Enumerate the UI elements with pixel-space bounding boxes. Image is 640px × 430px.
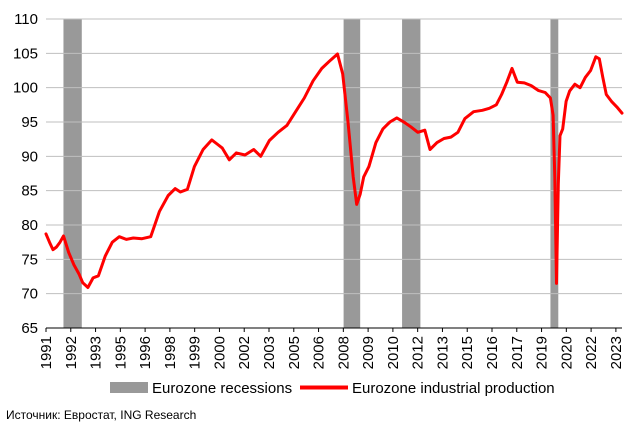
y-tick-label: 75	[21, 251, 38, 268]
x-tick-label: 2013	[434, 336, 451, 369]
x-tick-label: 1992	[63, 336, 80, 369]
legend: Eurozone recessions Eurozone industrial …	[110, 380, 555, 397]
x-tick-label: 1995	[112, 336, 129, 369]
y-tick-label: 110	[14, 11, 38, 28]
y-tick-label: 90	[21, 148, 38, 165]
x-tick-label: 1991	[38, 336, 55, 369]
x-tick-label: 1993	[88, 336, 105, 369]
x-tick-label: 2003	[261, 336, 278, 369]
x-tick-label: 2005	[286, 336, 303, 369]
recession-band	[402, 19, 421, 328]
y-tick-label: 70	[21, 286, 38, 303]
series-line-industrial-production	[44, 52, 624, 289]
x-tick-label: 2009	[360, 336, 377, 369]
series-lines	[44, 52, 624, 289]
recession-bands	[63, 19, 559, 328]
legend-label-production: Eurozone industrial production	[352, 380, 555, 397]
legend-label-recessions: Eurozone recessions	[152, 380, 292, 397]
y-tick-label: 85	[21, 183, 38, 200]
x-tick-label: 2008	[335, 336, 352, 369]
x-tick-label: 2019	[534, 336, 551, 369]
x-tick-label: 2010	[385, 336, 402, 369]
y-axis: 65 70 75 80 85 90 95 100 105 110	[13, 11, 38, 337]
x-tick-label: 2020	[558, 336, 575, 369]
x-tick-label: 2000	[211, 336, 228, 369]
legend-swatch-recessions	[110, 382, 148, 393]
gridlines	[46, 18, 622, 329]
x-tick-label: 2022	[583, 336, 600, 369]
y-tick-label: 95	[21, 114, 38, 131]
recession-band	[63, 19, 82, 328]
x-tick-label: 2015	[459, 336, 476, 369]
source-note: Источник: Евростат, ING Research	[6, 408, 197, 422]
y-tick-label: 65	[21, 320, 38, 337]
x-tick-label: 2017	[509, 336, 526, 369]
x-tick-label: 2002	[236, 336, 253, 369]
x-axis: 1991 1992 1993 1995 1996 1998 1999 2000 2002 2003…	[38, 328, 625, 369]
y-tick-label: 105	[13, 45, 38, 62]
x-tick-label: 1996	[137, 336, 154, 369]
x-tick-label: 2012	[410, 336, 427, 369]
y-tick-label: 80	[21, 217, 38, 234]
y-tick-label: 100	[13, 80, 38, 97]
x-tick-label: 2016	[484, 336, 501, 369]
x-tick-label: 2006	[311, 336, 328, 369]
x-tick-label: 1998	[162, 336, 179, 369]
x-tick-label: 2023	[608, 336, 625, 369]
x-tick-label: 1999	[187, 336, 204, 369]
